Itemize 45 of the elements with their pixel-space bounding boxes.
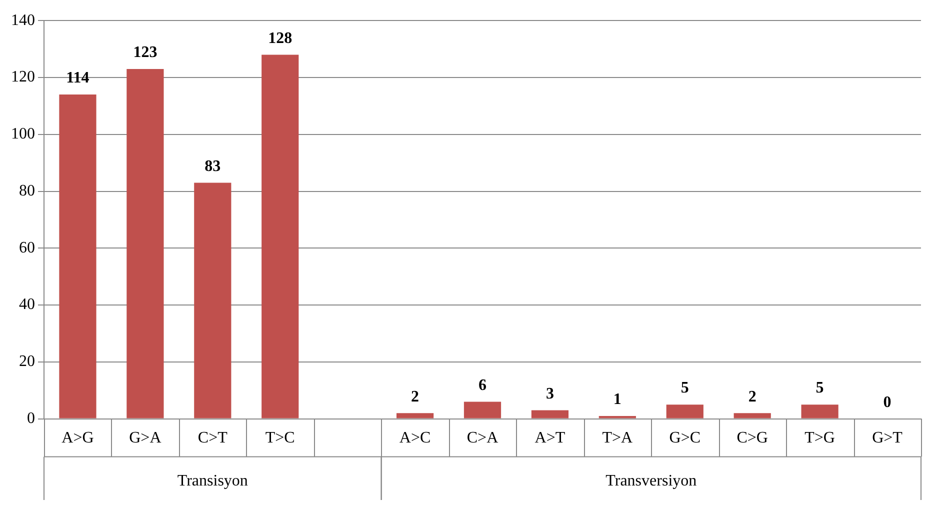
- data-label: 83: [204, 158, 221, 175]
- bar: [262, 54, 299, 418]
- data-label: 6: [478, 376, 486, 394]
- bar: [59, 94, 96, 418]
- bar: [598, 416, 636, 418]
- x-tick-label: C>T: [198, 430, 228, 447]
- data-label: 5: [816, 380, 824, 397]
- x-tick-label: A>C: [399, 430, 431, 447]
- data-label: 3: [546, 385, 554, 402]
- bar: [666, 404, 704, 418]
- text: Transversiyon: [606, 472, 697, 490]
- x-tick-label: G>A: [129, 430, 162, 447]
- data-label: 2: [748, 388, 756, 406]
- y-tick-label: 120: [11, 68, 35, 86]
- bar: [126, 68, 164, 418]
- x-tick-label: T>A: [602, 430, 634, 447]
- data-label: 128: [268, 30, 292, 47]
- x-tick-label: G>T: [872, 430, 903, 447]
- x-tick-label: A>G: [62, 430, 94, 447]
- data-label: 123: [133, 44, 158, 62]
- x-tick-label: C>G: [736, 430, 768, 447]
- data-label: 2: [411, 388, 420, 406]
- bar: [734, 413, 771, 418]
- text: Transisyon: [177, 472, 248, 490]
- data-label: 5: [680, 380, 689, 397]
- y-tick-label: 0: [27, 410, 35, 428]
- data-label: 1: [613, 391, 622, 408]
- x-tick-label: A>T: [534, 430, 566, 447]
- data-label: 0: [883, 394, 892, 411]
- bar: [396, 413, 434, 418]
- x-tick-label: G>C: [669, 430, 701, 447]
- x-tick-label: T>G: [804, 430, 836, 447]
- y-tick-label: 100: [11, 126, 35, 143]
- x-tick-label: T>C: [265, 430, 295, 447]
- y-tick-label: 140: [11, 12, 35, 29]
- bar: [464, 402, 502, 418]
- x-tick-label: C>A: [466, 430, 499, 447]
- y-tick-label: 40: [19, 296, 35, 314]
- y-tick-label: 60: [19, 239, 35, 256]
- y-tick-label: 20: [19, 353, 35, 370]
- bar: [531, 410, 569, 418]
- bar: [801, 404, 838, 418]
- bar: [194, 182, 232, 418]
- data-label: 114: [66, 70, 90, 87]
- y-tick-label: 80: [19, 182, 35, 200]
